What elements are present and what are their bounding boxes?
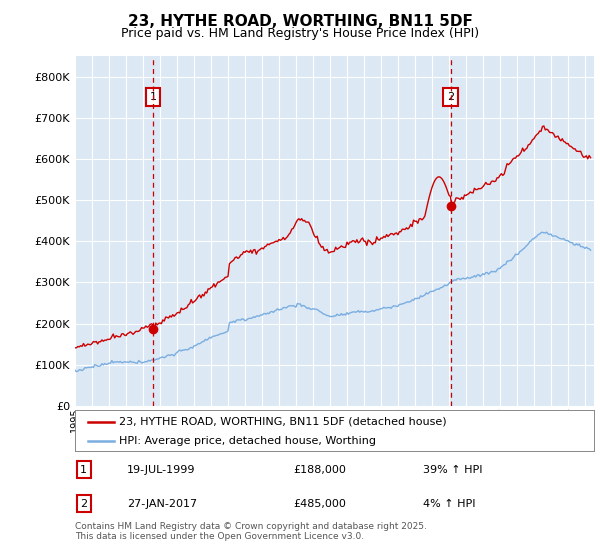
Text: £188,000: £188,000	[293, 465, 346, 475]
Text: 23, HYTHE ROAD, WORTHING, BN11 5DF (detached house): 23, HYTHE ROAD, WORTHING, BN11 5DF (deta…	[119, 417, 447, 427]
Text: 2: 2	[447, 92, 454, 102]
Text: 23, HYTHE ROAD, WORTHING, BN11 5DF: 23, HYTHE ROAD, WORTHING, BN11 5DF	[128, 14, 472, 29]
Text: HPI: Average price, detached house, Worthing: HPI: Average price, detached house, Wort…	[119, 436, 376, 446]
Text: 1: 1	[80, 465, 87, 475]
Text: 4% ↑ HPI: 4% ↑ HPI	[423, 499, 475, 509]
Text: 2: 2	[80, 499, 88, 509]
Text: Contains HM Land Registry data © Crown copyright and database right 2025.
This d: Contains HM Land Registry data © Crown c…	[75, 522, 427, 542]
Text: Price paid vs. HM Land Registry's House Price Index (HPI): Price paid vs. HM Land Registry's House …	[121, 27, 479, 40]
Text: 19-JUL-1999: 19-JUL-1999	[127, 465, 196, 475]
Text: 39% ↑ HPI: 39% ↑ HPI	[423, 465, 482, 475]
Text: £485,000: £485,000	[293, 499, 346, 509]
Text: 27-JAN-2017: 27-JAN-2017	[127, 499, 197, 509]
Text: 1: 1	[149, 92, 157, 102]
